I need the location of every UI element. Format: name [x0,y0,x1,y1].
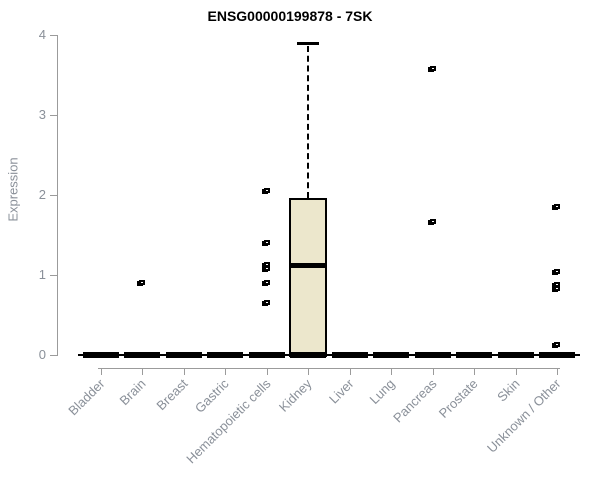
y-tick-label: 0 [38,347,46,362]
outlier-marker-center [265,264,268,266]
zero-bar [290,352,327,358]
outlier-marker [263,188,270,193]
y-tick [50,115,57,116]
zero-bar [207,352,244,358]
outlier-marker-center [556,343,558,345]
y-tick-label: 1 [38,267,46,282]
y-tick [50,35,57,36]
x-tick [142,368,144,375]
outlier-marker [263,265,270,271]
whisker-cap [297,42,320,45]
outlier-marker [554,204,560,209]
outlier-marker [263,240,270,245]
zero-bar [456,352,493,358]
x-tick [474,368,476,375]
x-axis-line [98,368,560,369]
zero-bar [331,352,368,358]
outlier-marker-center [265,242,268,243]
outlier-marker-center [556,283,558,285]
outlier-marker [554,281,560,287]
y-tick [50,275,57,276]
y-tick-label: 2 [38,187,46,202]
outlier-marker-center [141,282,144,283]
x-tick [101,368,102,375]
outlier-marker [263,300,270,305]
outlier-marker-center [265,282,268,283]
zero-bar [373,352,410,358]
whisker-line [307,46,310,198]
y-tick [50,355,57,356]
x-tick [225,368,227,375]
outlier-marker [263,262,270,268]
outlier-marker-center [556,206,558,207]
zero-bar [414,352,451,358]
outlier-marker-center [556,270,558,272]
outlier-marker [554,341,560,347]
outlier-marker [429,219,436,225]
y-tick-label: 4 [38,27,46,42]
y-axis-line [57,35,58,356]
outlier-marker-center [265,190,268,191]
outlier-marker-center [431,68,434,70]
outlier-marker [554,286,560,292]
zero-bar [539,352,575,358]
x-tick [308,368,310,375]
zero-bar [165,352,202,358]
outlier-marker [554,268,560,274]
x-tick [183,368,185,375]
outlier-marker [263,280,270,285]
y-tick [50,195,57,196]
outlier-marker [139,280,146,285]
zero-bar [248,352,285,358]
x-tick [557,368,558,375]
zero-bar [83,352,119,358]
outlier-marker-center [265,302,268,303]
zero-bar [124,352,161,358]
x-tick [432,368,434,375]
median-line [289,262,328,268]
x-tick [266,368,268,375]
y-tick-label: 3 [38,107,46,122]
zero-bar [497,352,534,358]
x-tick [515,368,517,375]
outlier-marker-center [265,267,268,269]
y-axis-label: Expression [5,157,21,222]
outlier-marker-center [556,288,558,290]
x-tick [391,368,393,375]
chart-title: ENSG00000199878 - 7SK [207,8,373,24]
x-tick [349,368,351,375]
outlier-marker-center [431,221,434,223]
outlier-marker [429,66,436,72]
box-body [289,198,328,357]
